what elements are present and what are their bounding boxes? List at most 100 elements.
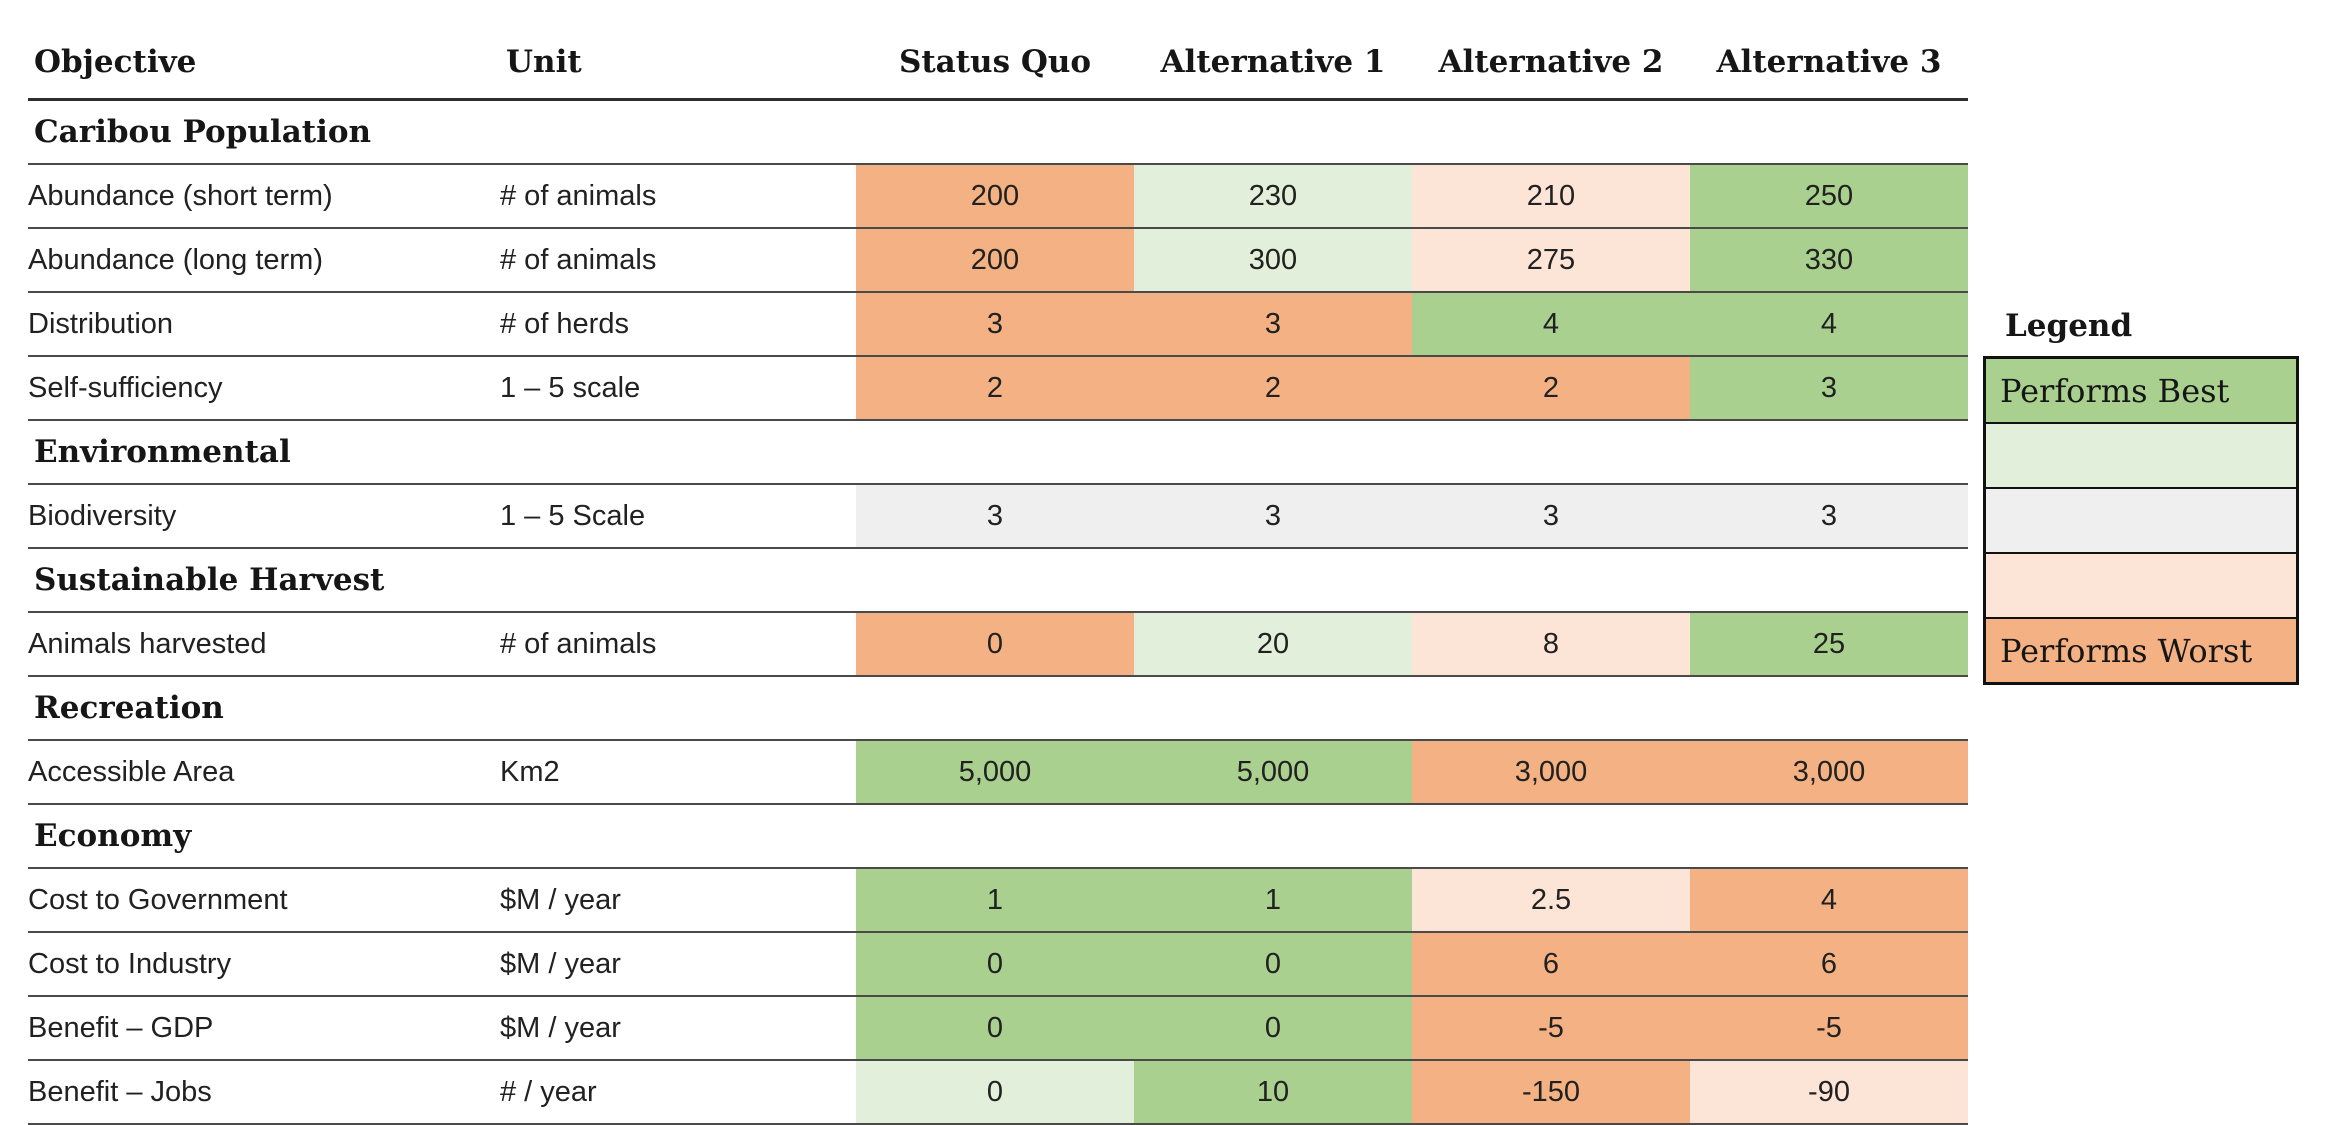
- unit-label: Km2: [500, 755, 560, 788]
- value-cell: 0: [856, 612, 1134, 676]
- value-cell: 1: [856, 868, 1134, 932]
- value-cell: 300: [1134, 228, 1412, 292]
- value-cell: 5,000: [856, 740, 1134, 804]
- table-row-self-sufficiency: Self-sufficiency 1 – 5 scale 2 2 2 3: [28, 356, 1968, 420]
- unit-label: $M / year: [500, 947, 621, 980]
- table-row-cost-to-industry: Cost to Industry $M / year 0 0 6 6: [28, 932, 1968, 996]
- legend-band-performs-worst: Performs Worst: [1986, 617, 2296, 682]
- table-row-distribution: Distribution # of herds 3 3 4 4: [28, 292, 1968, 356]
- objective-label: Animals harvested: [28, 627, 267, 660]
- unit-label: # of animals: [500, 627, 657, 660]
- value-cell: 6: [1690, 932, 1968, 996]
- value-cell: 3,000: [1690, 740, 1968, 804]
- value-cell: 0: [856, 1060, 1134, 1124]
- value-cell: 3: [856, 484, 1134, 548]
- value-cell: 6: [1412, 932, 1690, 996]
- table-row-cost-to-government: Cost to Government $M / year 1 1 2.5 4: [28, 868, 1968, 932]
- legend: Legend Performs Best Performs Worst: [1983, 308, 2299, 685]
- value-cell: -150: [1412, 1060, 1690, 1124]
- section-label: Environmental: [34, 434, 291, 470]
- value-cell: -5: [1690, 996, 1968, 1060]
- value-cell: 230: [1134, 164, 1412, 228]
- table-row-abundance-long-term: Abundance (long term) # of animals 200 3…: [28, 228, 1968, 292]
- unit-label: $M / year: [500, 883, 621, 916]
- objective-label: Biodiversity: [28, 499, 177, 532]
- legend-band-performs-best: Performs Best: [1986, 359, 2296, 422]
- value-cell: 3: [1134, 484, 1412, 548]
- value-cell: 0: [856, 932, 1134, 996]
- value-cell: 3: [1690, 356, 1968, 420]
- value-cell: 330: [1690, 228, 1968, 292]
- objective-label: Self-sufficiency: [28, 371, 223, 404]
- value-cell: 10: [1134, 1060, 1412, 1124]
- unit-label: $M / year: [500, 1011, 621, 1044]
- objective-label: Cost to Industry: [28, 947, 232, 980]
- unit-label: # / year: [500, 1075, 597, 1108]
- value-cell: 25: [1690, 612, 1968, 676]
- legend-band-good: [1986, 422, 2296, 487]
- value-cell: 0: [1134, 996, 1412, 1060]
- column-header-alternative-3: Alternative 3: [1716, 43, 1942, 80]
- value-cell: 200: [856, 164, 1134, 228]
- value-cell: 250: [1690, 164, 1968, 228]
- legend-band-poor: [1986, 552, 2296, 617]
- section-label: Sustainable Harvest: [34, 562, 385, 598]
- column-header-alternative-2: Alternative 2: [1438, 43, 1664, 80]
- section-label: Economy: [34, 818, 192, 854]
- value-cell: 4: [1690, 868, 1968, 932]
- value-cell: 3: [856, 292, 1134, 356]
- column-header-objective: Objective: [34, 43, 197, 80]
- section-row-sustainable-harvest: Sustainable Harvest: [28, 548, 1968, 612]
- legend-color-scale: Performs Best Performs Worst: [1983, 356, 2299, 685]
- section-label: Recreation: [34, 690, 224, 726]
- column-header-alternative-1: Alternative 1: [1160, 43, 1386, 80]
- legend-band-neutral: [1986, 487, 2296, 552]
- value-cell: 20: [1134, 612, 1412, 676]
- objective-label: Abundance (short term): [28, 179, 333, 212]
- objective-label: Benefit – GDP: [28, 1011, 214, 1044]
- section-row-environmental: Environmental: [28, 420, 1968, 484]
- value-cell: 210: [1412, 164, 1690, 228]
- section-label: Caribou Population: [34, 114, 372, 150]
- value-cell: 2: [1412, 356, 1690, 420]
- unit-label: # of animals: [500, 179, 657, 212]
- table-row-accessible-area: Accessible Area Km2 5,000 5,000 3,000 3,…: [28, 740, 1968, 804]
- legend-title: Legend: [2005, 308, 2133, 344]
- unit-label: 1 – 5 scale: [500, 371, 641, 404]
- objective-label: Benefit – Jobs: [28, 1075, 212, 1108]
- header-row: Objective Unit Status Quo Alternative 1 …: [28, 25, 1968, 100]
- value-cell: 3: [1412, 484, 1690, 548]
- value-cell: 8: [1412, 612, 1690, 676]
- value-cell: 2: [856, 356, 1134, 420]
- value-cell: 0: [1134, 932, 1412, 996]
- column-header-status-quo: Status Quo: [898, 43, 1092, 80]
- consequence-table: Objective Unit Status Quo Alternative 1 …: [28, 25, 1968, 1125]
- value-cell: 1: [1134, 868, 1412, 932]
- value-cell: 4: [1690, 292, 1968, 356]
- value-cell: 200: [856, 228, 1134, 292]
- section-row-caribou-population: Caribou Population: [28, 100, 1968, 165]
- unit-label: # of herds: [500, 307, 629, 340]
- table-row-benefit-jobs: Benefit – Jobs # / year 0 10 -150 -90: [28, 1060, 1968, 1124]
- value-cell: 2.5: [1412, 868, 1690, 932]
- objective-label: Accessible Area: [28, 755, 235, 788]
- value-cell: 3,000: [1412, 740, 1690, 804]
- unit-label: 1 – 5 Scale: [500, 499, 646, 532]
- table-row-benefit-gdp: Benefit – GDP $M / year 0 0 -5 -5: [28, 996, 1968, 1060]
- section-row-recreation: Recreation: [28, 676, 1968, 740]
- section-row-economy: Economy: [28, 804, 1968, 868]
- table-row-abundance-short-term: Abundance (short term) # of animals 200 …: [28, 164, 1968, 228]
- value-cell: 3: [1690, 484, 1968, 548]
- value-cell: 275: [1412, 228, 1690, 292]
- value-cell: 2: [1134, 356, 1412, 420]
- value-cell: 0: [856, 996, 1134, 1060]
- value-cell: -90: [1690, 1060, 1968, 1124]
- value-cell: -5: [1412, 996, 1690, 1060]
- column-header-unit: Unit: [506, 43, 582, 80]
- table-row-biodiversity: Biodiversity 1 – 5 Scale 3 3 3 3: [28, 484, 1968, 548]
- value-cell: 3: [1134, 292, 1412, 356]
- value-cell: 4: [1412, 292, 1690, 356]
- objective-label: Abundance (long term): [28, 243, 323, 276]
- unit-label: # of animals: [500, 243, 657, 276]
- value-cell: 5,000: [1134, 740, 1412, 804]
